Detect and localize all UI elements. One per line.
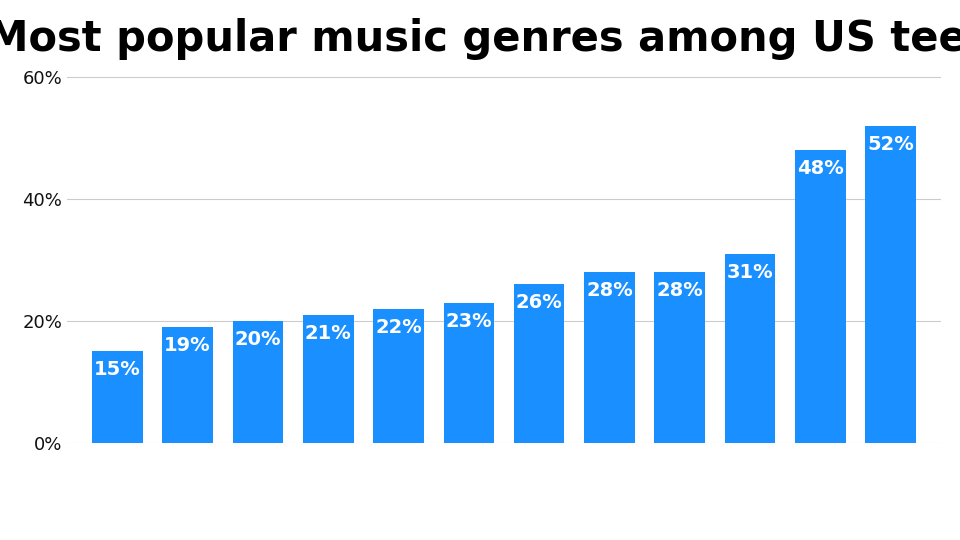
Text: 31%: 31% xyxy=(727,263,774,282)
Text: 15%: 15% xyxy=(94,361,140,380)
Text: 20%: 20% xyxy=(234,330,281,349)
Text: 48%: 48% xyxy=(797,159,844,178)
Bar xyxy=(725,254,776,443)
Text: 28%: 28% xyxy=(657,281,703,300)
Text: 28%: 28% xyxy=(587,281,633,300)
Bar xyxy=(92,352,142,443)
Bar xyxy=(795,150,846,443)
Bar xyxy=(655,272,705,443)
Bar xyxy=(162,327,213,443)
Bar xyxy=(444,302,494,443)
Text: 19%: 19% xyxy=(164,336,211,355)
Text: 52%: 52% xyxy=(868,135,914,154)
Bar xyxy=(514,284,564,443)
Text: 21%: 21% xyxy=(305,324,351,343)
Text: 26%: 26% xyxy=(516,293,563,313)
Title: Most popular music genres among US teens: Most popular music genres among US teens xyxy=(0,18,960,60)
Text: 22%: 22% xyxy=(375,318,421,337)
Bar xyxy=(232,321,283,443)
Bar xyxy=(585,272,635,443)
Text: 23%: 23% xyxy=(445,312,492,330)
Bar xyxy=(303,315,353,443)
Bar xyxy=(866,126,916,443)
Bar xyxy=(373,309,423,443)
